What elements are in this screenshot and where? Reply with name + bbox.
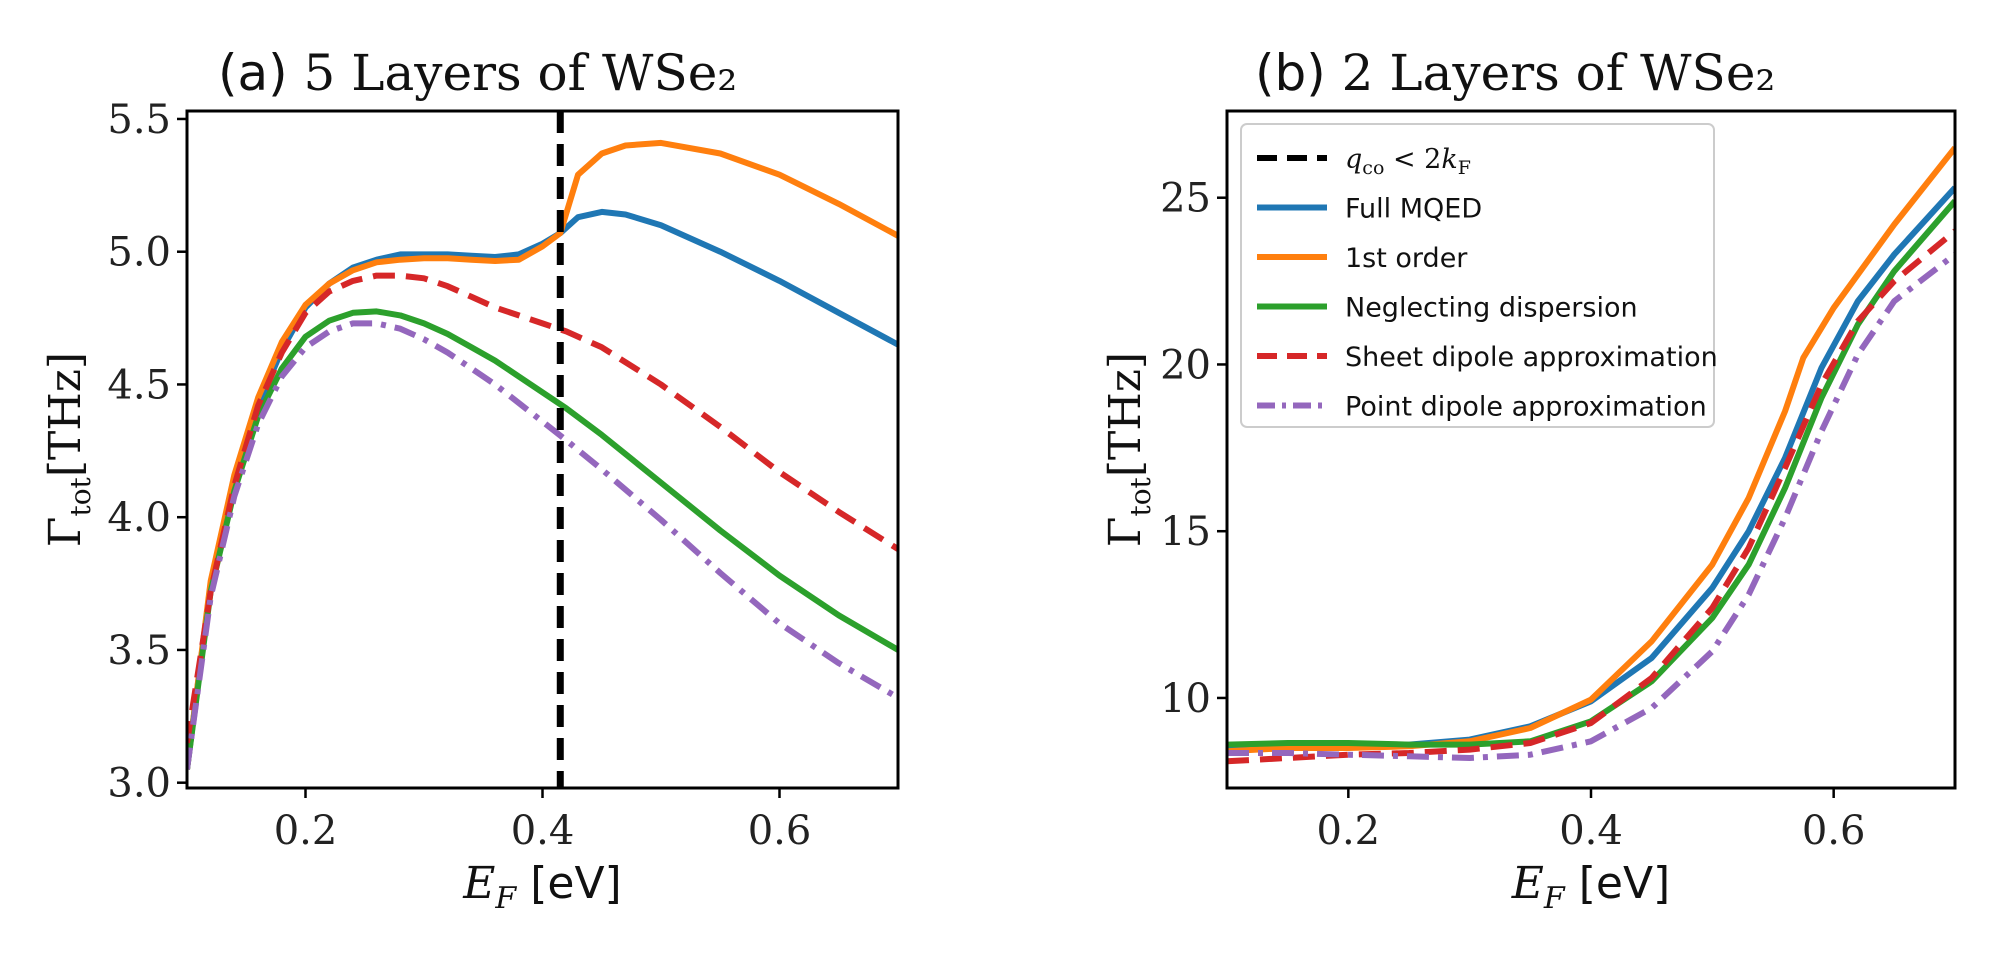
panel-title: (a) 5 Layers of WSe₂ [218, 44, 737, 102]
legend: qco < 2kF Full MQED 1st order Neglecting di… [1240, 123, 1718, 428]
series-line-1st-order [1227, 145, 1955, 755]
y-tick-label: 20 [1160, 342, 1211, 388]
y-tick-label: 5.0 [107, 230, 171, 276]
series-line-full-mqed [187, 208, 898, 770]
legend-box [1240, 123, 1715, 428]
y-tick-label: 15 [1160, 509, 1211, 555]
legend-label: Sheet dipole approximation [1345, 342, 1718, 373]
legend-label: 1st order [1345, 243, 1468, 274]
y-tick-label: 4.0 [107, 495, 171, 541]
y-tick-label: 3.0 [107, 761, 171, 807]
y-tick-label: 4.5 [107, 362, 171, 408]
series-line-sheet-dipole-approximation [187, 272, 898, 744]
y-axis-label: Γtot[THz] [1100, 352, 1157, 547]
legend-label: Point dipole approximation [1345, 392, 1707, 423]
series-group [1227, 145, 1955, 765]
x-axis-label: EF [eV] [1511, 858, 1670, 916]
series-group [187, 111, 898, 788]
series-line-1st-order [187, 139, 898, 770]
panel-a: (a) 5 Layers of WSe₂ 0.2 0.4 0.6 3.0 3.5 4.0 4.… [40, 44, 900, 916]
panel-title: (b) 2 Layers of WSe₂ [1255, 44, 1775, 102]
x-tick-label: 0.4 [511, 808, 575, 854]
y-tick-label: 3.5 [107, 628, 171, 674]
series-line-point-dipole-approximation [1227, 252, 1955, 761]
x-tick-label: 0.2 [1317, 808, 1381, 854]
x-tick-label: 0.6 [1802, 808, 1866, 854]
x-axis-label: EF [eV] [462, 858, 621, 916]
panel-b: (b) 2 Layers of WSe₂ 0.2 0.4 0.6 10 15 20 25 EF … [1100, 44, 1957, 916]
x-tick-label: 0.6 [748, 808, 812, 854]
legend-label: Full MQED [1345, 194, 1482, 225]
legend-label: Neglecting dispersion [1345, 293, 1638, 324]
y-tick-label: 10 [1160, 676, 1211, 722]
y-axis-label: Γtot[THz] [40, 352, 97, 547]
x-tick-label: 0.2 [274, 808, 338, 854]
series-line-point-dipole-approximation [187, 320, 898, 770]
x-tick-label: 0.4 [1559, 808, 1623, 854]
axes-frame [185, 109, 900, 790]
y-tick-label: 25 [1160, 176, 1211, 222]
legend-label: qco < 2kF [1345, 144, 1471, 179]
y-tick-label: 5.5 [107, 97, 171, 143]
series-line-neglecting-dispersion [187, 308, 898, 770]
